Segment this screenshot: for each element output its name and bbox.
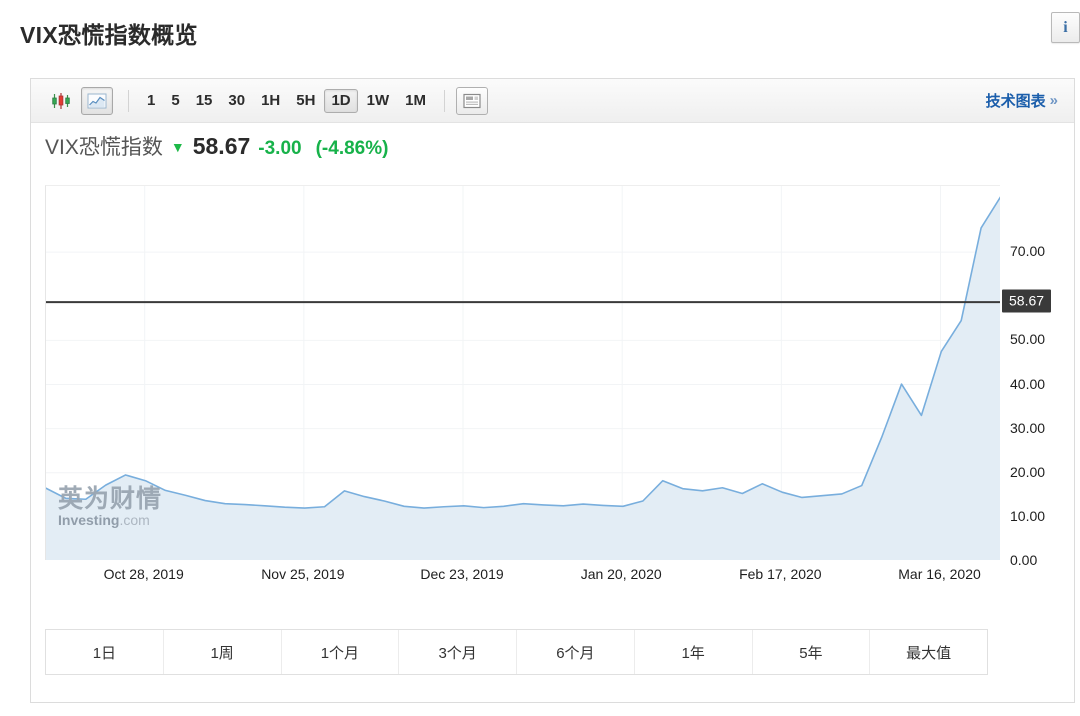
quote-header: VIX恐慌指数 ▼ 58.67 -3.00 (-4.86%) <box>45 131 388 161</box>
news-layout-icon <box>463 93 481 108</box>
y-tick-label: 70.00 <box>1010 243 1046 260</box>
chart-panel: 1 5 15 30 1H 5H 1D 1W 1M 技术图表 » VI <box>30 78 1075 703</box>
range-1m[interactable]: 1个月 <box>282 630 400 674</box>
range-1d[interactable]: 1日 <box>46 630 164 674</box>
timeframe-30[interactable]: 30 <box>228 91 246 109</box>
watermark-cn: 英为财情 <box>58 485 163 513</box>
timeframe-1d[interactable]: 1D <box>324 88 358 113</box>
candlestick-chart-icon <box>52 92 70 109</box>
y-axis: 70.00 50.00 40.00 30.00 20.00 10.00 0.00 58.67 <box>1000 185 1060 568</box>
y-tick-label: 40.00 <box>1010 375 1046 392</box>
page-title: VIX恐慌指数概览 <box>20 22 198 48</box>
range-max[interactable]: 最大值 <box>906 644 952 662</box>
y-tick-label: 20.00 <box>1010 463 1046 480</box>
x-tick-label: Nov 25, 2019 <box>261 566 345 582</box>
toolbar-divider-2 <box>443 89 445 112</box>
y-tick-label: 10.00 <box>1010 507 1046 524</box>
range-1y[interactable]: 1年 <box>635 630 753 674</box>
x-axis: Oct 28, 2019 Nov 25, 2019 Dec 23, 2019 Jan … <box>45 566 1000 596</box>
timeframe-5[interactable]: 5 <box>171 91 180 109</box>
watermark-en: Investing.com <box>58 512 150 528</box>
timeframe-5h[interactable]: 5H <box>296 91 316 109</box>
range-1w[interactable]: 1周 <box>164 630 282 674</box>
x-tick-label: Oct 28, 2019 <box>103 566 184 582</box>
line-chart-icon <box>87 93 107 108</box>
news-layout-button[interactable] <box>455 86 488 115</box>
y-tick-label: 0.00 <box>1010 552 1038 568</box>
last-price-badge: 58.67 <box>1002 289 1052 313</box>
timeframe-1w[interactable]: 1W <box>366 91 390 109</box>
timeframe-1[interactable]: 1 <box>147 91 156 109</box>
timeframe-list: 1 5 15 30 1H 5H 1D 1W 1M <box>140 88 433 113</box>
timeframe-1h[interactable]: 1H <box>261 91 281 109</box>
down-arrow-icon: ▼ <box>170 139 185 155</box>
price-area-chart <box>46 186 1000 560</box>
investing-watermark: 英为财情 Investing.com <box>58 486 218 528</box>
x-tick-label: Dec 23, 2019 <box>420 566 504 582</box>
y-tick-label: 30.00 <box>1010 419 1046 436</box>
y-tick-label: 50.00 <box>1010 331 1046 348</box>
candlestick-chart-button[interactable] <box>45 87 77 115</box>
chart-toolbar: 1 5 15 30 1H 5H 1D 1W 1M 技术图表 » <box>31 79 1074 123</box>
range-selector: 1日 1周 1个月 3个月 6个月 1年 5年 最大值 <box>45 629 988 675</box>
info-icon: i <box>1063 18 1068 36</box>
timeframe-1m[interactable]: 1M <box>405 91 426 109</box>
range-5y[interactable]: 5年 <box>753 630 871 674</box>
last-price: 58.67 <box>192 133 251 159</box>
double-chevron-right-icon: » <box>1049 92 1058 109</box>
technical-chart-link[interactable]: 技术图表 » <box>986 90 1060 111</box>
toolbar-divider-1 <box>128 89 129 112</box>
x-tick-label: Feb 17, 2020 <box>739 566 822 582</box>
line-chart-button[interactable] <box>81 86 113 115</box>
price-change-percent: (-4.86%) <box>315 138 389 159</box>
info-button[interactable]: i <box>1051 12 1080 43</box>
x-tick-label: Jan 20, 2020 <box>580 566 662 582</box>
technical-chart-label: 技术图表 <box>985 93 1046 110</box>
x-tick-label: Mar 16, 2020 <box>898 566 981 582</box>
range-3m[interactable]: 3个月 <box>399 630 517 674</box>
chart-area: 英为财情 Investing.com 70.00 50.00 40.00 30.00 2… <box>45 185 1060 605</box>
timeframe-15[interactable]: 15 <box>195 91 213 109</box>
range-6m[interactable]: 6个月 <box>517 630 635 674</box>
instrument-name: VIX恐慌指数 <box>45 136 163 159</box>
price-change: -3.00 <box>258 138 302 159</box>
plot-region[interactable]: 英为财情 Investing.com <box>45 185 1000 560</box>
